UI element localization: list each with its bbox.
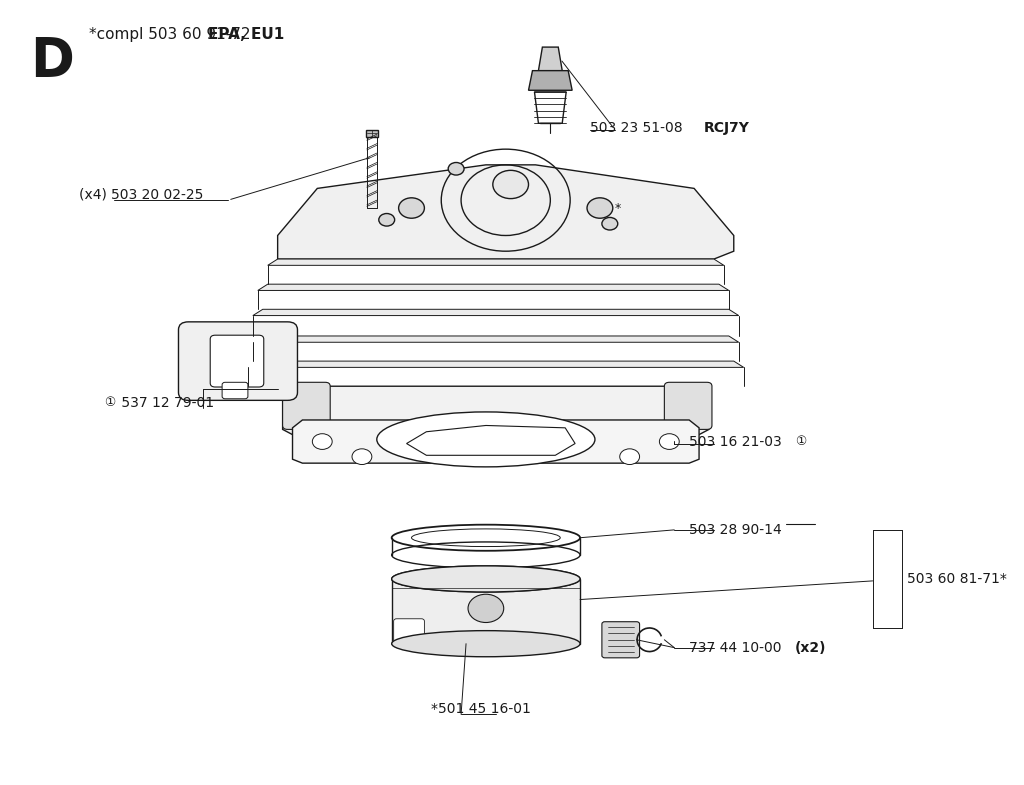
FancyBboxPatch shape bbox=[283, 382, 330, 429]
Text: RCJ7Y: RCJ7Y bbox=[705, 121, 750, 135]
Text: (x4): (x4) bbox=[79, 188, 112, 202]
Polygon shape bbox=[366, 130, 378, 137]
Polygon shape bbox=[253, 336, 738, 342]
Polygon shape bbox=[326, 437, 349, 451]
Polygon shape bbox=[407, 425, 575, 455]
Polygon shape bbox=[267, 259, 724, 265]
Polygon shape bbox=[642, 437, 667, 451]
Circle shape bbox=[398, 198, 424, 218]
Circle shape bbox=[587, 198, 612, 218]
Polygon shape bbox=[484, 437, 508, 451]
Text: *501 45 16-01: *501 45 16-01 bbox=[431, 702, 531, 716]
Circle shape bbox=[493, 170, 528, 199]
FancyBboxPatch shape bbox=[178, 322, 298, 400]
Circle shape bbox=[468, 594, 504, 623]
FancyBboxPatch shape bbox=[222, 382, 248, 399]
Polygon shape bbox=[563, 437, 587, 451]
Text: 503 28 90-14: 503 28 90-14 bbox=[689, 523, 782, 537]
Text: 503 20 02-25: 503 20 02-25 bbox=[111, 188, 204, 202]
Circle shape bbox=[312, 433, 332, 449]
FancyBboxPatch shape bbox=[602, 622, 640, 658]
FancyBboxPatch shape bbox=[665, 382, 712, 429]
Circle shape bbox=[659, 433, 679, 449]
Text: 537 12 79-01: 537 12 79-01 bbox=[117, 396, 214, 410]
Text: 503 23 51-08: 503 23 51-08 bbox=[590, 121, 687, 135]
Circle shape bbox=[352, 449, 372, 465]
Polygon shape bbox=[293, 420, 699, 463]
Text: ①: ① bbox=[104, 396, 116, 409]
Text: 737 44 10-00: 737 44 10-00 bbox=[689, 641, 786, 655]
Text: D: D bbox=[30, 35, 74, 87]
Polygon shape bbox=[258, 284, 729, 290]
Ellipse shape bbox=[391, 566, 580, 592]
Ellipse shape bbox=[391, 630, 580, 657]
Circle shape bbox=[602, 217, 617, 230]
Circle shape bbox=[620, 449, 640, 465]
Circle shape bbox=[449, 162, 464, 175]
Text: EPA, EU1: EPA, EU1 bbox=[208, 27, 285, 42]
Polygon shape bbox=[391, 579, 580, 644]
Polygon shape bbox=[283, 386, 709, 437]
Text: 503 16 21-03: 503 16 21-03 bbox=[689, 435, 782, 449]
FancyBboxPatch shape bbox=[210, 335, 264, 387]
Polygon shape bbox=[539, 47, 562, 71]
Text: ①: ① bbox=[796, 436, 807, 448]
Polygon shape bbox=[528, 71, 572, 90]
Text: (x2): (x2) bbox=[796, 641, 826, 655]
Polygon shape bbox=[278, 165, 734, 259]
Ellipse shape bbox=[377, 412, 595, 467]
Polygon shape bbox=[248, 361, 743, 367]
Circle shape bbox=[379, 214, 394, 226]
Text: 503 60 81-71*: 503 60 81-71* bbox=[907, 572, 1008, 586]
Polygon shape bbox=[404, 437, 428, 451]
Polygon shape bbox=[253, 309, 738, 316]
Text: *: * bbox=[614, 202, 621, 214]
Text: *compl 503 60 91-72: *compl 503 60 91-72 bbox=[89, 27, 256, 42]
FancyBboxPatch shape bbox=[393, 619, 424, 643]
Ellipse shape bbox=[391, 566, 580, 592]
